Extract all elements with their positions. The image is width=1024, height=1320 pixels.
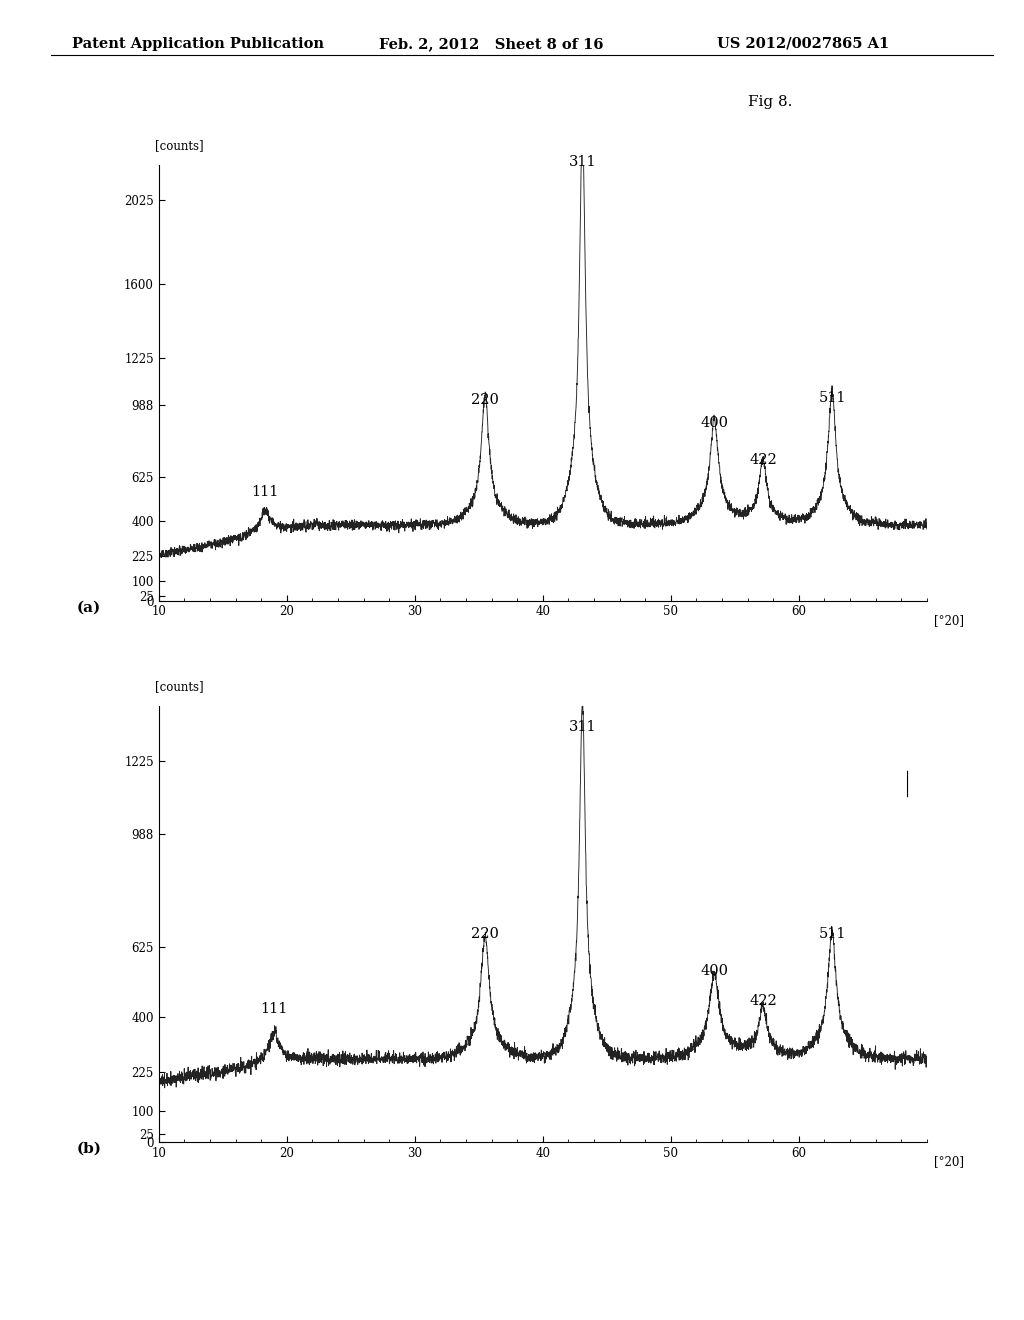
Text: 111: 111 xyxy=(260,1002,288,1016)
Text: 511: 511 xyxy=(818,391,846,404)
Text: Fig 8.: Fig 8. xyxy=(748,95,792,110)
Text: (b): (b) xyxy=(77,1142,101,1155)
Text: [counts]: [counts] xyxy=(155,139,204,152)
Text: (a): (a) xyxy=(77,601,101,614)
Text: 422: 422 xyxy=(749,994,777,1008)
Text: 511: 511 xyxy=(818,927,846,941)
Text: [°20]: [°20] xyxy=(935,1155,965,1168)
Text: Patent Application Publication: Patent Application Publication xyxy=(72,37,324,51)
Text: 400: 400 xyxy=(700,416,728,430)
Text: 422: 422 xyxy=(749,453,777,467)
Text: US 2012/0027865 A1: US 2012/0027865 A1 xyxy=(717,37,889,51)
Text: 111: 111 xyxy=(251,484,279,499)
Text: 311: 311 xyxy=(568,154,596,169)
Text: 311: 311 xyxy=(568,721,596,734)
Text: 220: 220 xyxy=(471,392,499,407)
Text: [°20]: [°20] xyxy=(935,614,965,627)
Text: 220: 220 xyxy=(471,927,499,941)
Text: Feb. 2, 2012   Sheet 8 of 16: Feb. 2, 2012 Sheet 8 of 16 xyxy=(379,37,603,51)
Text: [counts]: [counts] xyxy=(155,680,204,693)
Text: 400: 400 xyxy=(700,965,728,978)
